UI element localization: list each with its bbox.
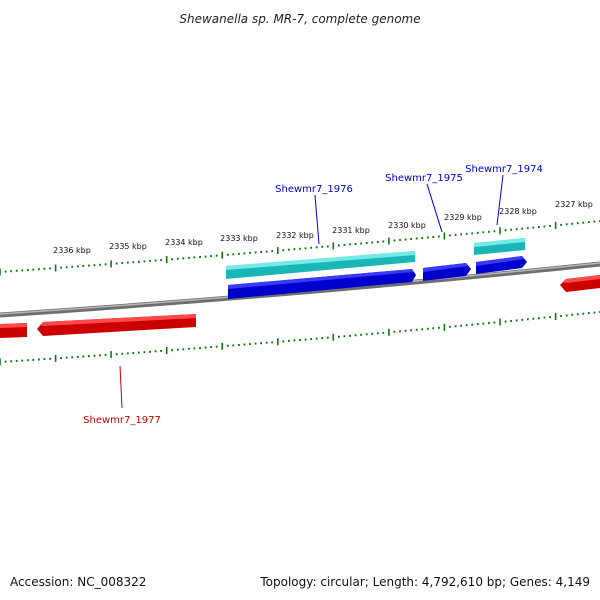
gene-shewmr7-1976[interactable]	[228, 269, 416, 299]
tick-label-2330: 2330 kbp	[388, 221, 426, 230]
gene-left-partial[interactable]	[0, 323, 27, 338]
leader-line-1977	[119, 365, 123, 409]
upper-tick-ring	[0, 220, 600, 276]
gene-shewmr7-1975[interactable]	[423, 263, 471, 281]
tick-label-2332: 2332 kbp	[276, 231, 314, 240]
tick-label-2333: 2333 kbp	[220, 234, 258, 243]
gene-right-partial[interactable]	[560, 275, 600, 292]
gene-shewmr7-1977[interactable]	[37, 314, 196, 336]
leader-line-1976	[314, 194, 320, 245]
gene-shewmr7-1974[interactable]	[476, 256, 527, 274]
gene-shewmr7-1976-cds[interactable]	[226, 251, 415, 279]
gene-shewmr7-1974-cds[interactable]	[474, 238, 525, 255]
map-title: Shewanella sp. MR-7, complete genome	[179, 12, 420, 26]
tick-label-2334: 2334 kbp	[165, 238, 203, 247]
gene-label-1976[interactable]: Shewmr7_1976	[275, 184, 353, 195]
genome-summary-text: Topology: circular; Length: 4,792,610 bp…	[259, 575, 590, 589]
tick-labels: 2336 kbp 2335 kbp 2334 kbp 2333 kbp 2332…	[53, 200, 593, 255]
tick-label-2331: 2331 kbp	[332, 226, 370, 235]
gene-label-1977[interactable]: Shewmr7_1977	[83, 415, 161, 426]
leader-line-1974	[496, 174, 504, 226]
tick-label-2336: 2336 kbp	[53, 246, 91, 255]
gene-label-1974[interactable]: Shewmr7_1974	[465, 164, 543, 175]
tick-label-2328: 2328 kbp	[499, 207, 537, 216]
tick-label-2329: 2329 kbp	[444, 213, 482, 222]
tick-label-2327: 2327 kbp	[555, 200, 593, 209]
tick-label-2335: 2335 kbp	[109, 242, 147, 251]
lower-tick-ring	[0, 311, 600, 366]
accession-text: Accession: NC_008322	[10, 575, 146, 589]
leader-line-1975	[426, 183, 443, 233]
gene-label-1975[interactable]: Shewmr7_1975	[385, 173, 463, 184]
